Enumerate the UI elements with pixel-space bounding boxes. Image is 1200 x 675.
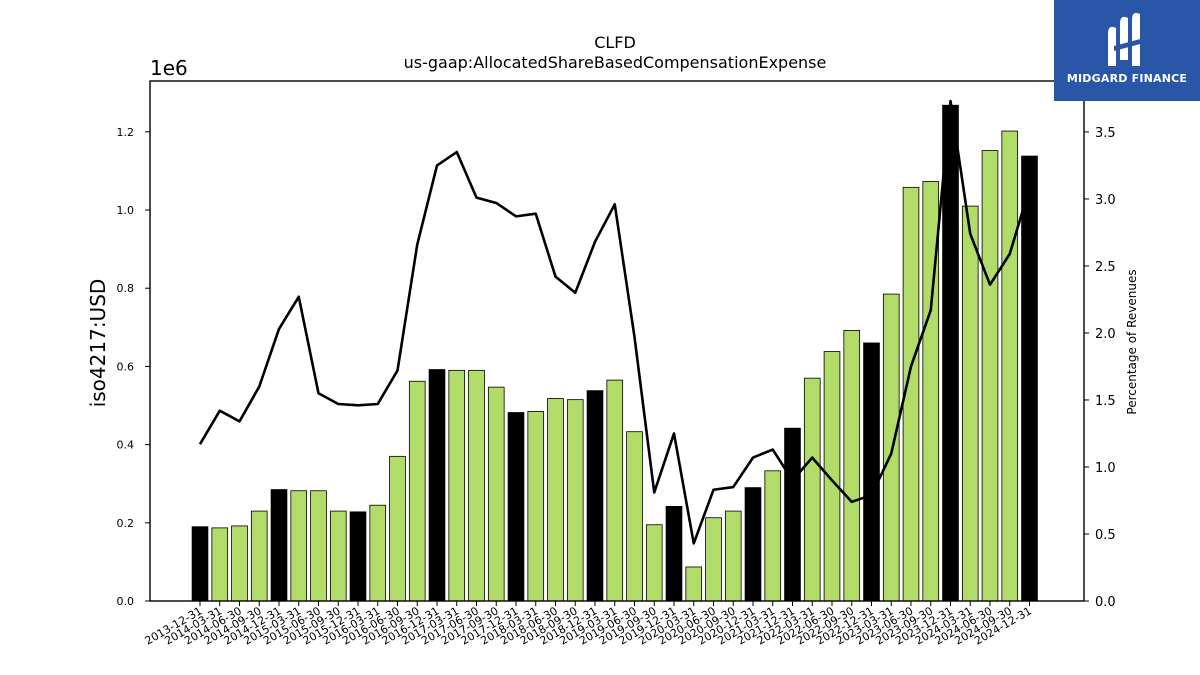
bar — [665, 505, 683, 602]
y2-axis-label: Percentage of Revenues — [1125, 269, 1139, 414]
y-tick-label: 1.0 — [117, 204, 135, 217]
bar — [468, 369, 485, 602]
y-tick-label: 0.0 — [117, 595, 135, 608]
y-scale-label: 1e6 — [150, 56, 188, 80]
bar — [882, 293, 900, 602]
bar — [823, 351, 841, 602]
bar — [191, 526, 209, 602]
y2-tick-label: 2.0 — [1095, 327, 1116, 342]
y2-tick-label: 0.0 — [1095, 595, 1116, 610]
bar — [428, 369, 446, 602]
bar — [724, 510, 742, 602]
line-series — [198, 99, 1031, 545]
bar — [843, 330, 861, 602]
y-tick-label: 0.6 — [117, 360, 135, 373]
bar — [211, 527, 229, 602]
bar — [369, 504, 387, 602]
bar — [863, 342, 880, 602]
y-tick-label: 0.8 — [117, 282, 135, 295]
bar — [507, 412, 525, 602]
y2-tick-label: 0.5 — [1095, 528, 1116, 543]
bar — [764, 470, 782, 602]
chart-title: CLFD — [594, 33, 636, 52]
bar — [566, 399, 584, 602]
bar — [942, 104, 959, 602]
y2-tick-label: 1.0 — [1095, 461, 1116, 476]
y2-tick-label: 1.5 — [1095, 394, 1116, 409]
y-tick-label: 0.2 — [117, 517, 135, 530]
y2-tick-label: 3.0 — [1095, 193, 1116, 208]
y-tick-label: 1.2 — [117, 126, 135, 139]
series-line — [198, 99, 1031, 545]
bar — [784, 427, 801, 602]
bar — [270, 489, 288, 602]
midgard-logo-icon — [1108, 12, 1144, 66]
bar — [487, 386, 505, 602]
bar — [626, 431, 643, 602]
y2-tick-label: 3.5 — [1095, 126, 1116, 141]
bar-series — [191, 104, 1038, 602]
bar — [349, 511, 367, 602]
chart-subtitle: us-gaap:AllocatedShareBasedCompensationE… — [404, 53, 827, 72]
bar — [705, 517, 722, 602]
bar — [389, 455, 406, 602]
bar — [645, 524, 663, 602]
brand-logo: MIDGARD FINANCE — [1054, 0, 1200, 101]
bar — [527, 410, 545, 602]
brand-name: MIDGARD FINANCE — [1066, 72, 1188, 85]
bar — [981, 150, 999, 602]
bar — [408, 380, 426, 602]
bar — [329, 510, 347, 602]
bar — [310, 490, 327, 602]
bar — [744, 487, 762, 602]
bar — [250, 510, 268, 602]
bar — [803, 377, 821, 602]
bar — [231, 525, 248, 602]
bar — [547, 398, 564, 602]
y-axis-label: iso4217:USD — [86, 279, 110, 408]
y-tick-label: 0.4 — [117, 439, 135, 452]
axes: 0.0 0.2 0.4 0.6 0.8 1.0 1.2 0.0 0.5 1.0 1.5 2.0 2.5 3… — [117, 80, 1116, 648]
bar — [1021, 155, 1038, 602]
bar — [685, 566, 703, 602]
bar — [961, 205, 979, 602]
bar — [586, 390, 604, 602]
bar — [290, 490, 308, 602]
y2-tick-label: 2.5 — [1095, 260, 1116, 275]
bar — [1001, 130, 1019, 602]
plot-frame — [149, 80, 1085, 602]
bar — [606, 379, 624, 602]
bar — [448, 369, 466, 602]
